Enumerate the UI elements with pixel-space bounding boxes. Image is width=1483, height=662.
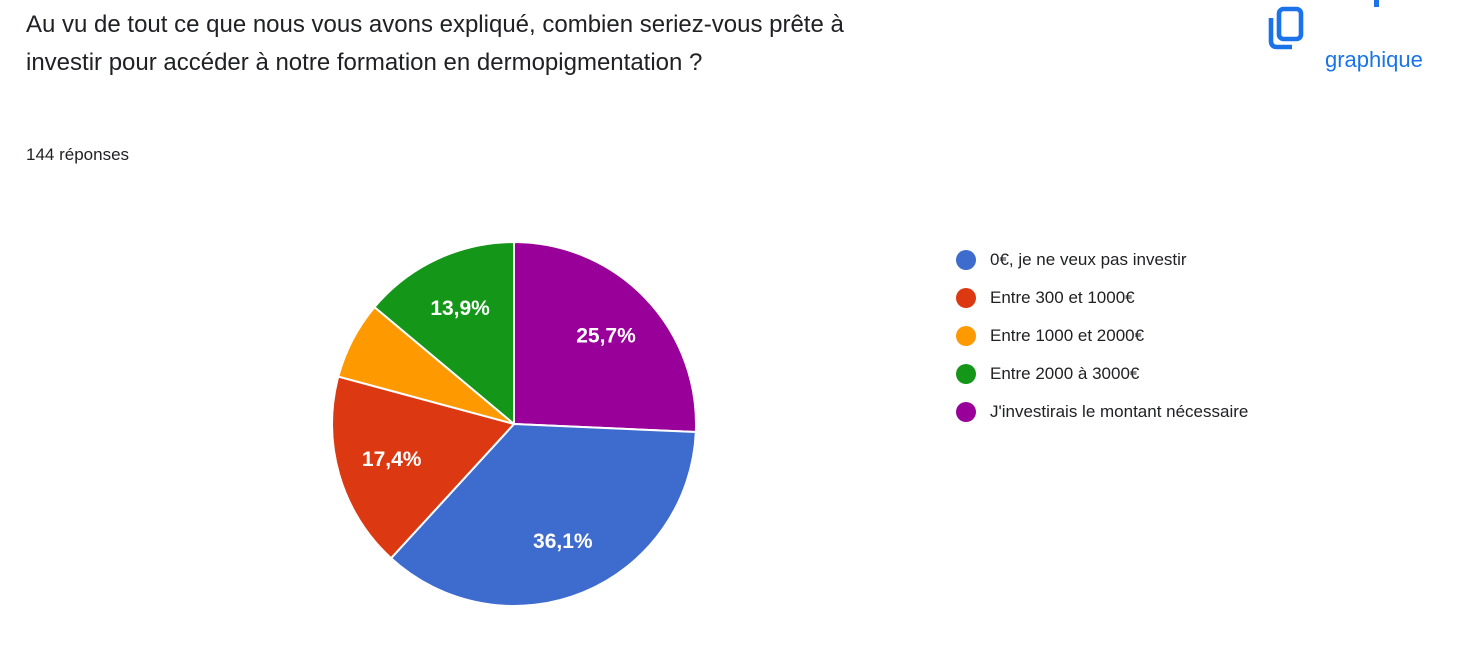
pie-chart: 25,7% 36,1% 17,4% 13,9% <box>331 241 697 607</box>
pie-slice-percent-label: 25,7% <box>576 324 636 347</box>
legend-item: Entre 300 et 1000€ <box>956 279 1248 317</box>
chart-legend: 0€, je ne veux pas investir Entre 300 et … <box>956 241 1248 431</box>
clipped-text-fragment <box>1374 0 1379 7</box>
pie-slice[interactable] <box>331 375 515 560</box>
legend-color-dot <box>956 364 976 384</box>
legend-color-dot <box>956 326 976 346</box>
legend-color-dot <box>956 250 976 270</box>
legend-item-label: Entre 2000 à 3000€ <box>990 364 1140 383</box>
legend-item-label: Entre 1000 et 2000€ <box>990 326 1145 345</box>
pie-slice[interactable] <box>513 241 697 433</box>
pie-slice-percent-label: 13,9% <box>430 297 490 320</box>
copy-chart-label: graphique <box>1325 47 1423 72</box>
legend-color-dot <box>956 288 976 308</box>
legend-item: Entre 1000 et 2000€ <box>956 317 1248 355</box>
question-title-line-2: investir pour accéder à notre formation … <box>26 49 703 76</box>
pie-slice[interactable] <box>390 423 697 607</box>
copy-chart-button[interactable]: graphique <box>1262 0 1482 82</box>
pie-slice-percent-label: 17,4% <box>362 448 422 471</box>
legend-item-label: J'investirais le montant nécessaire <box>990 402 1249 421</box>
legend-item: Entre 2000 à 3000€ <box>956 355 1248 393</box>
legend-item-label: 0€, je ne veux pas investir <box>990 250 1187 269</box>
legend-item: J'investirais le montant nécessaire <box>956 393 1248 431</box>
responses-count: 144 réponses <box>26 145 130 164</box>
pie-slice[interactable] <box>373 241 515 425</box>
question-title: Au vu de tout ce que nous vous avons exp… <box>26 6 1226 82</box>
pie-slice-percent-label: 36,1% <box>533 530 593 553</box>
question-title-line-1: Au vu de tout ce que nous vous avons exp… <box>26 11 844 38</box>
legend-color-dot <box>956 402 976 422</box>
copy-icon <box>1268 6 1304 50</box>
legend-item-label: Entre 300 et 1000€ <box>990 288 1135 307</box>
legend-item: 0€, je ne veux pas investir <box>956 241 1248 279</box>
